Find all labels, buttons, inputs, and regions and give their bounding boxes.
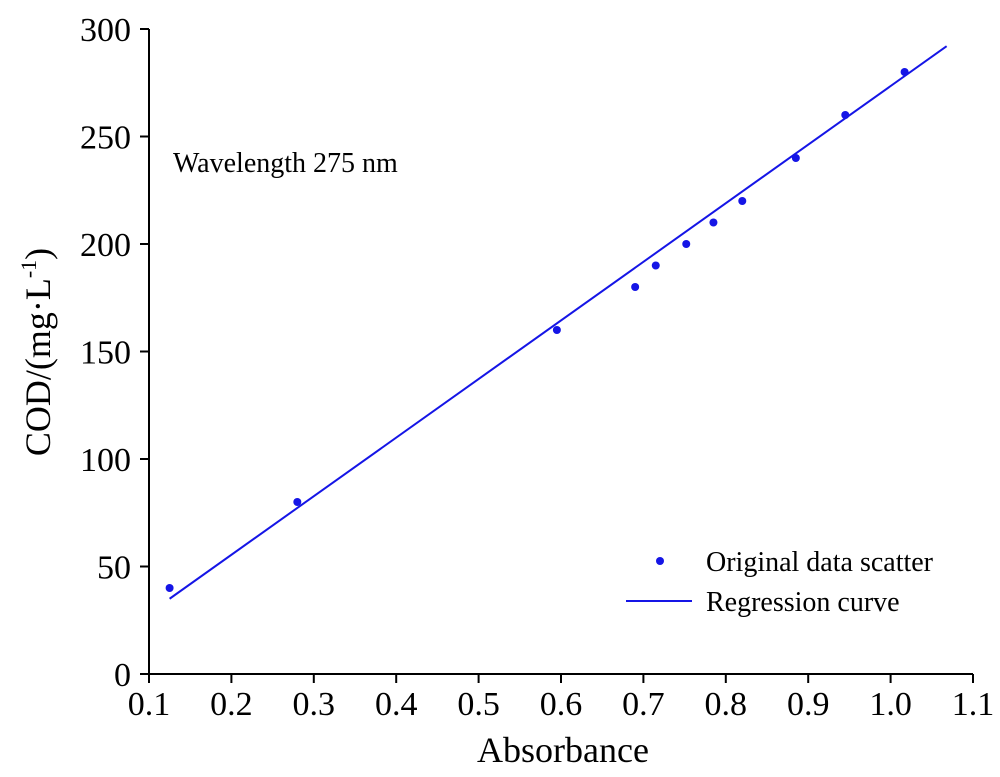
data-point bbox=[165, 584, 174, 592]
y-tick-label: 250 bbox=[80, 120, 131, 157]
y-axis-label: COD/(mg·L-1) bbox=[16, 248, 58, 456]
x-tick-label: 0.4 bbox=[375, 686, 418, 723]
x-tick-label: 0.3 bbox=[293, 686, 336, 723]
x-tick-label: 0.2 bbox=[210, 686, 253, 723]
y-tick-label: 100 bbox=[80, 442, 131, 479]
legend-scatter-label: Original data scatter bbox=[706, 547, 934, 578]
legend-scatter-marker bbox=[656, 557, 664, 565]
y-tick-label: 300 bbox=[80, 12, 131, 49]
scatter-series bbox=[165, 68, 909, 592]
regression-line bbox=[169, 45, 948, 600]
x-tick-label: 1.0 bbox=[869, 686, 912, 723]
x-tick-label: 0.7 bbox=[622, 686, 665, 723]
y-ticks: 0 50 100 150 200 250 300 bbox=[80, 12, 149, 694]
x-tick-label: 0.1 bbox=[128, 686, 171, 723]
data-point bbox=[682, 240, 691, 248]
wavelength-annotation: Wavelength 275 nm bbox=[173, 148, 398, 179]
legend-line-label: Regression curve bbox=[706, 587, 900, 618]
x-tick-label: 0.5 bbox=[457, 686, 500, 723]
x-tick-label: 0.9 bbox=[787, 686, 830, 723]
data-point bbox=[841, 111, 850, 119]
x-tick-label: 0.6 bbox=[540, 686, 583, 723]
data-point bbox=[631, 283, 640, 291]
y-tick-label: 50 bbox=[97, 550, 131, 587]
y-tick-label: 0 bbox=[114, 657, 131, 694]
legend: Original data scatter Regression curve bbox=[626, 547, 934, 618]
regression-series bbox=[169, 45, 948, 600]
y-axis-label-main: COD/(mg·L bbox=[18, 278, 58, 456]
y-axis-label-superscript: -1 bbox=[16, 260, 41, 278]
data-point bbox=[900, 68, 909, 76]
data-point bbox=[791, 154, 800, 162]
y-tick-label: 200 bbox=[80, 227, 131, 264]
data-point bbox=[552, 326, 561, 334]
data-point bbox=[738, 197, 747, 205]
x-axis-label: Absorbance bbox=[477, 730, 649, 770]
y-tick-label: 150 bbox=[80, 335, 131, 372]
x-tick-label: 0.8 bbox=[705, 686, 748, 723]
y-axis-label-close: ) bbox=[18, 248, 58, 260]
data-point bbox=[709, 218, 718, 227]
data-point bbox=[293, 498, 302, 506]
x-ticks: 0.1 0.2 0.3 0.4 0.5 0.6 0.7 0.8 0.9 1.0 1.1 bbox=[128, 674, 995, 723]
x-tick-label: 1.1 bbox=[952, 686, 995, 723]
data-point bbox=[651, 261, 660, 270]
